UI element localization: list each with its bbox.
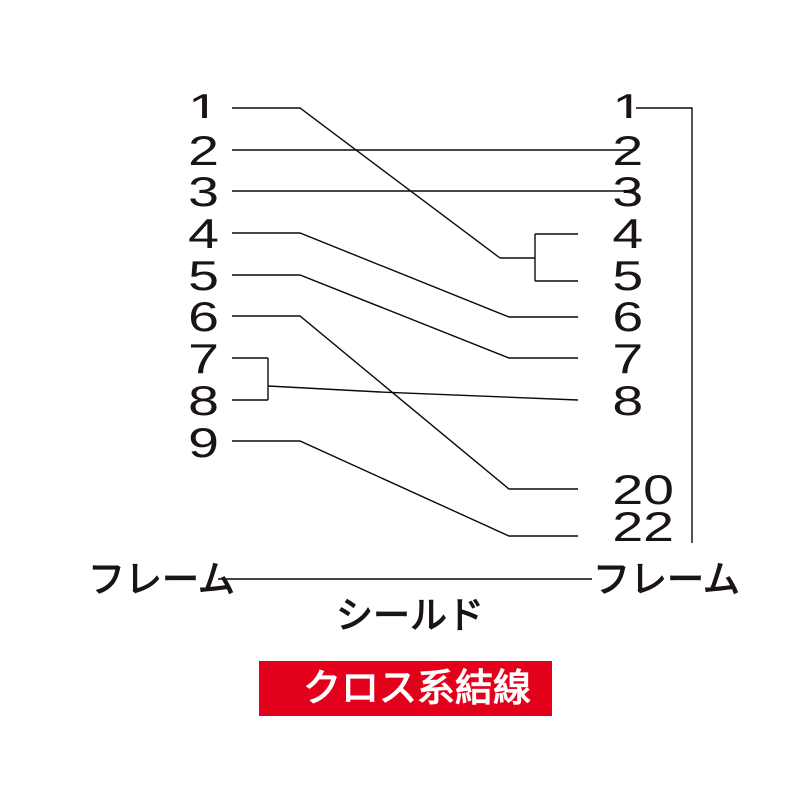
svg-text:3: 3 bbox=[188, 168, 219, 215]
svg-text:22: 22 bbox=[612, 503, 674, 550]
svg-text:フレーム: フレーム bbox=[88, 559, 235, 600]
svg-text:2: 2 bbox=[612, 127, 643, 174]
svg-text:7: 7 bbox=[612, 335, 643, 382]
svg-text:8: 8 bbox=[612, 377, 643, 424]
svg-text:1: 1 bbox=[188, 85, 219, 132]
svg-text:4: 4 bbox=[612, 210, 643, 257]
svg-text:6: 6 bbox=[612, 293, 643, 340]
svg-text:5: 5 bbox=[188, 252, 219, 299]
svg-text:4: 4 bbox=[188, 210, 219, 257]
svg-text:6: 6 bbox=[188, 293, 219, 340]
svg-text:3: 3 bbox=[612, 168, 643, 215]
svg-text:2: 2 bbox=[188, 127, 219, 174]
svg-text:フレーム: フレーム bbox=[593, 559, 740, 600]
svg-text:1: 1 bbox=[612, 85, 643, 132]
svg-text:7: 7 bbox=[188, 335, 219, 382]
svg-text:シールド: シールド bbox=[336, 595, 484, 636]
svg-text:クロス系結線: クロス系結線 bbox=[303, 668, 531, 710]
svg-text:5: 5 bbox=[612, 252, 643, 299]
svg-text:8: 8 bbox=[188, 377, 219, 424]
svg-text:9: 9 bbox=[188, 419, 219, 466]
